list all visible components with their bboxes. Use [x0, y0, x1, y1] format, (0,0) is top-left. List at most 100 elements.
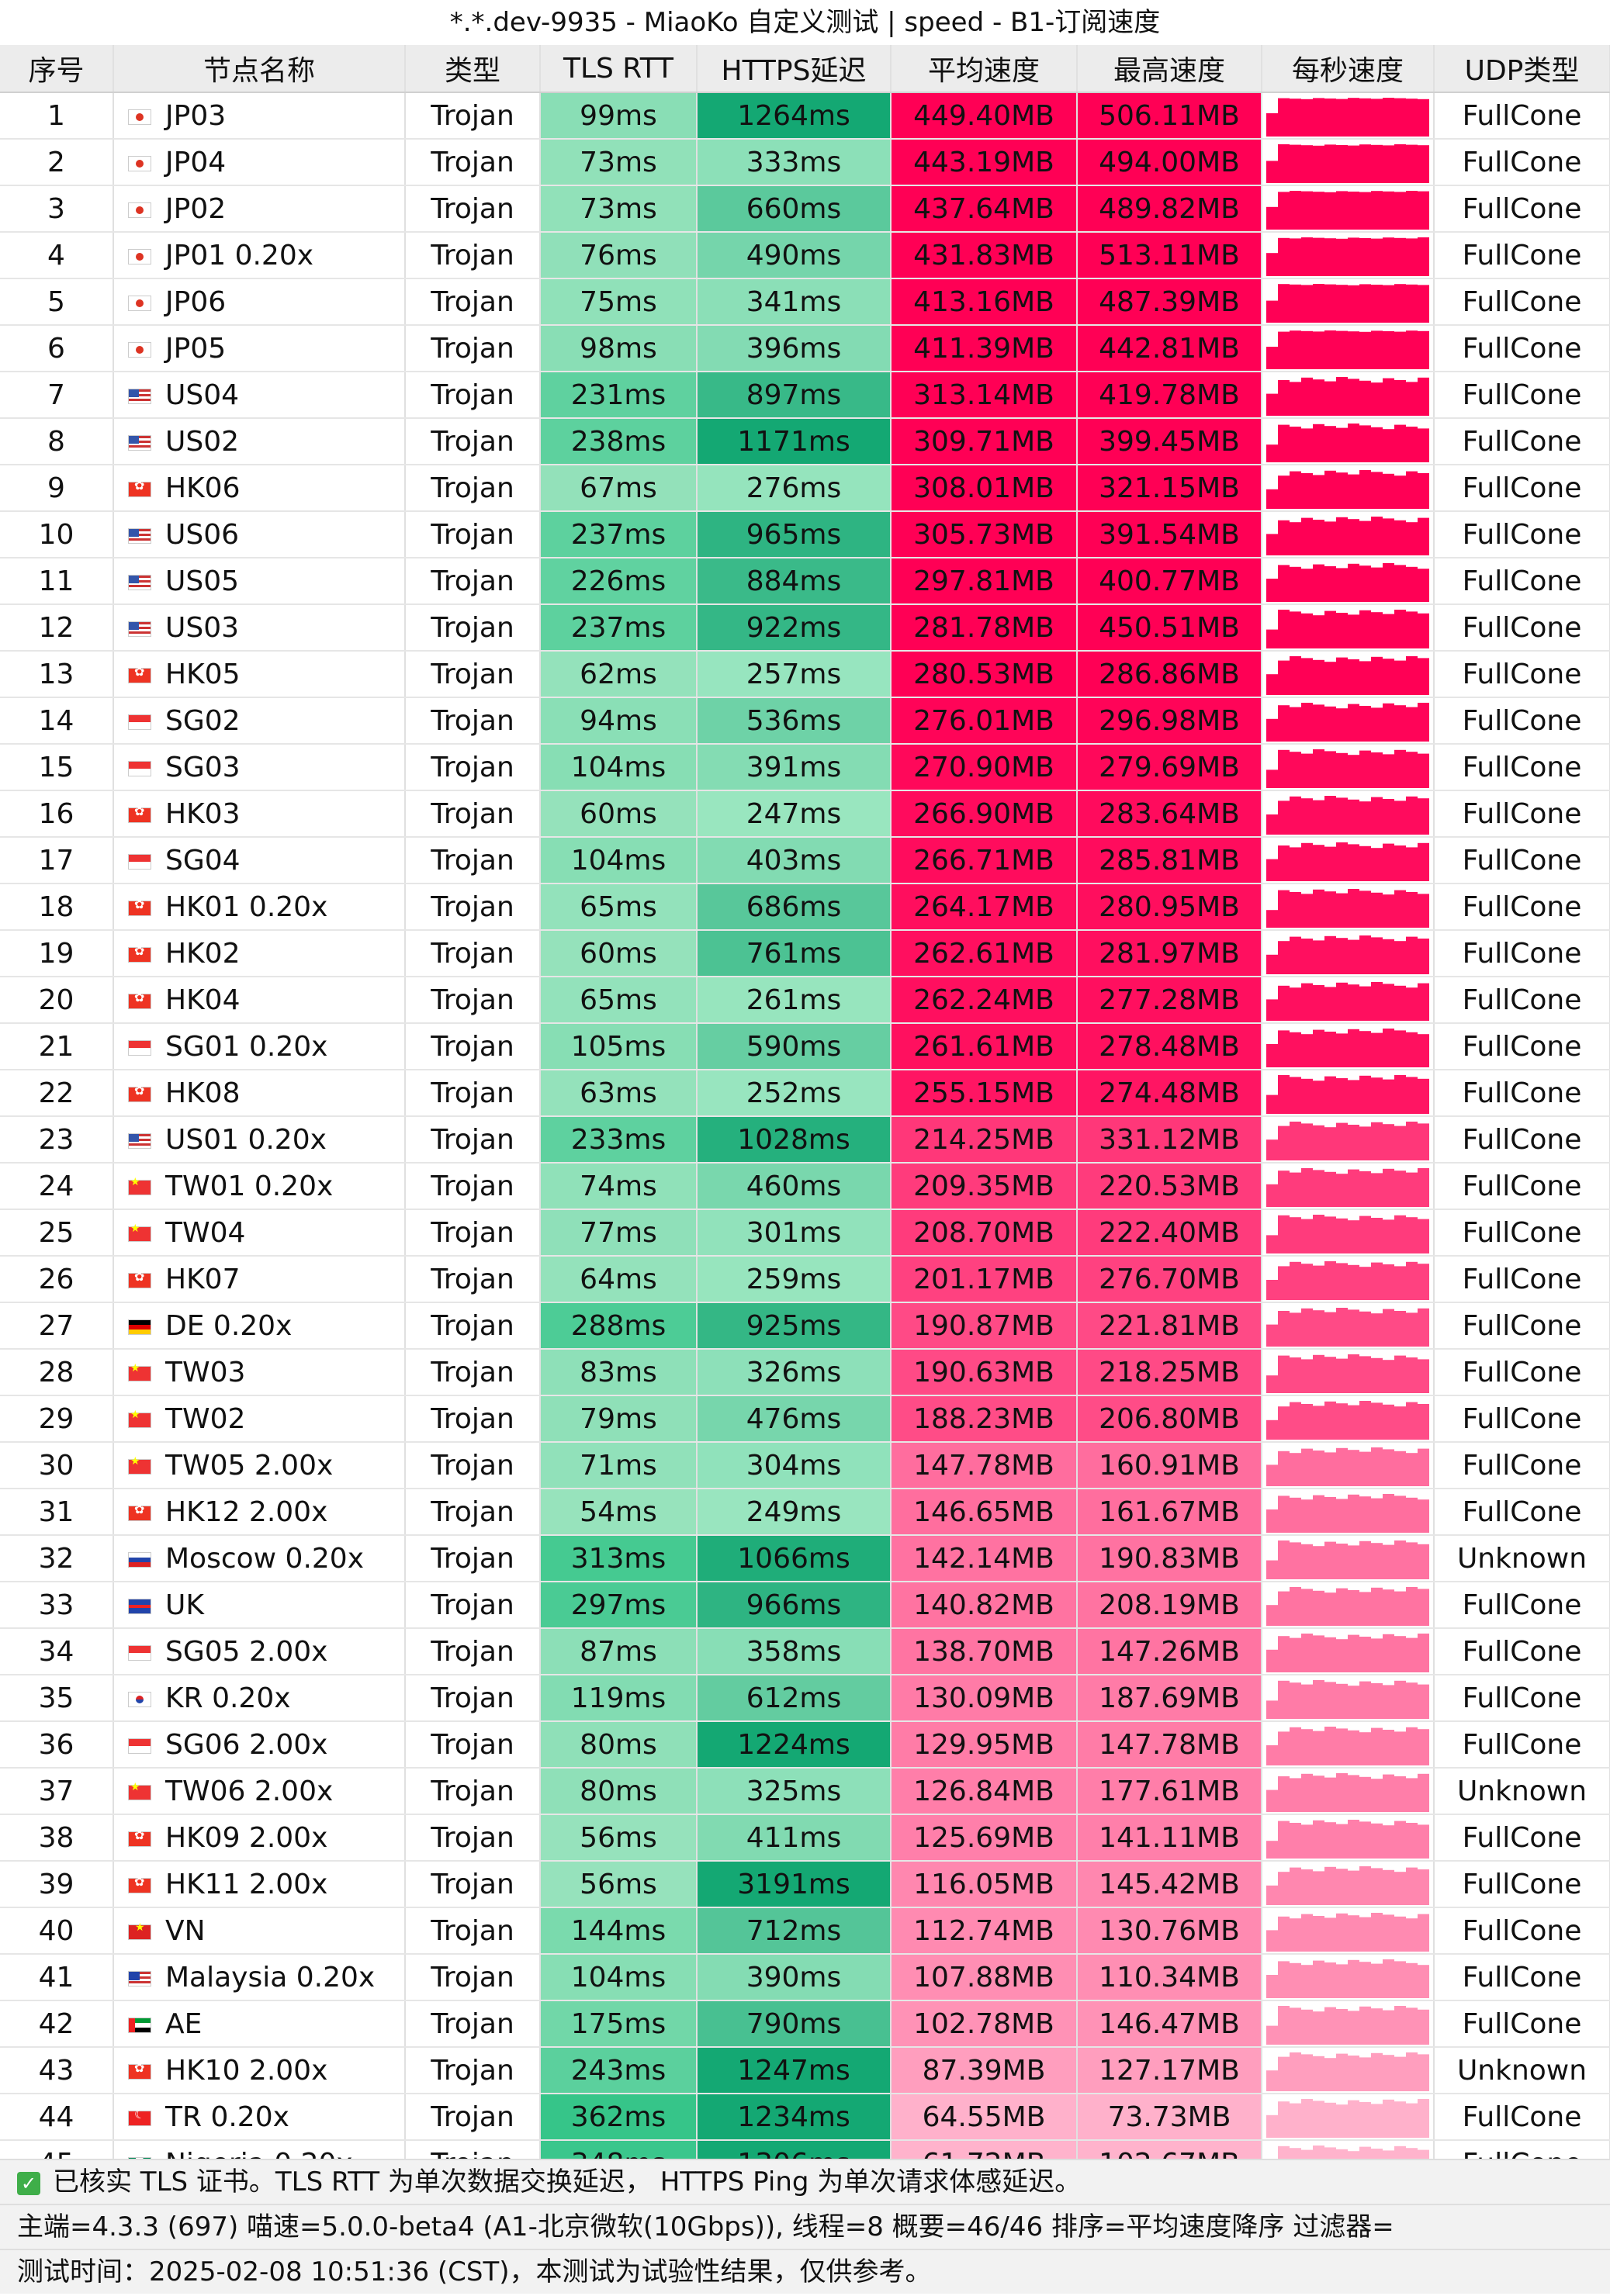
table-row[interactable]: 12 US03 Trojan 237ms 922ms 281.78MB 450.51MB Fu… [0, 604, 1610, 652]
table-row[interactable]: 15 SG03 Trojan 104ms 391ms 270.90MB 279.69MB Fu… [0, 744, 1610, 791]
speed-bar [1266, 769, 1278, 788]
header-type[interactable]: 类型 [405, 45, 541, 93]
speed-sparkline [1266, 656, 1429, 695]
table-row[interactable]: 35 KR 0.20x Trojan 119ms 612ms 130.09MB 187.69… [0, 1675, 1610, 1722]
header-node-name[interactable]: 节点名称 [113, 45, 406, 93]
speed-bar [1383, 984, 1394, 1021]
table-row[interactable]: 2 JP04 Trojan 73ms 333ms 443.19MB 494.00MB Full… [0, 139, 1610, 186]
speed-bar [1313, 379, 1324, 416]
speed-bar [1383, 1825, 1394, 1859]
tls-rtt-cell: 98ms [540, 325, 698, 372]
table-row[interactable]: 30 TW05 2.00x Trojan71ms304ms147.78MB160.9… [0, 1442, 1610, 1489]
table-row[interactable]: 37 TW06 2.00x Trojan80ms325ms126.84MB177.6… [0, 1768, 1610, 1815]
table-row[interactable]: 7 US04 Trojan 231ms 897ms 313.14MB 419.78MB Ful… [0, 372, 1610, 419]
speed-bar [1371, 1913, 1383, 1952]
speed-bar [1359, 706, 1371, 742]
table-row[interactable]: 14 SG02 Trojan 94ms 536ms 276.01MB 296.98MB Ful… [0, 697, 1610, 745]
table-row[interactable]: 34 SG05 2.00x Trojan 87ms 358ms 138.70MB 147.2… [0, 1628, 1610, 1675]
speed-bar [1290, 1357, 1301, 1393]
speed-bar [1359, 1126, 1371, 1160]
speed-bar [1394, 1451, 1406, 1486]
table-row[interactable]: 31 HK12 2.00x Trojan54ms249ms146.65MB161.6… [0, 1489, 1610, 1536]
speed-bar [1313, 2011, 1324, 2045]
node-type-cell: Trojan [405, 418, 541, 465]
header-udp-type[interactable]: UDP类型 [1434, 45, 1610, 93]
udp-type-cell: FullCone [1434, 418, 1610, 465]
header-max-speed[interactable]: 最高速度 [1077, 45, 1262, 93]
table-row[interactable]: 10 US06 Trojan 237ms 965ms 305.73MB 391.54MB Fu… [0, 511, 1610, 558]
table-row[interactable]: 11 US05 Trojan 226ms 884ms 297.81MB 400.77MB Fu… [0, 558, 1610, 605]
node-type-cell: Trojan [405, 1675, 541, 1722]
table-row[interactable]: 3 JP02 Trojan 73ms 660ms 437.64MB 489.82MB Full… [0, 185, 1610, 233]
speed-bar [1406, 796, 1418, 835]
speed-bar [1290, 1261, 1301, 1300]
tls-rtt-cell: 94ms [540, 697, 698, 745]
table-row[interactable]: 5 JP06 Trojan 75ms 341ms 413.16MB 487.39MB Full… [0, 278, 1610, 326]
table-row[interactable]: 21 SG01 0.20x Trojan 105ms 590ms 261.61MB 278.… [0, 1023, 1610, 1070]
header-https-latency[interactable]: HTTPS延迟 [697, 45, 892, 93]
header-index[interactable]: 序号 [0, 45, 114, 93]
speed-bar [1313, 237, 1324, 276]
table-row[interactable]: 36 SG06 2.00x Trojan 80ms 1224ms 129.95MB 147.… [0, 1721, 1610, 1769]
header-per-second-speed[interactable]: 每秒速度 [1262, 45, 1435, 93]
header-avg-speed[interactable]: 平均速度 [891, 45, 1078, 93]
flag-kr-icon [128, 1691, 151, 1707]
speed-bar [1290, 1122, 1301, 1160]
speed-bar [1336, 427, 1348, 462]
speed-bar [1348, 755, 1359, 788]
speed-bar [1406, 144, 1418, 183]
node-name-label: JP02 [165, 192, 227, 225]
flag-sg-icon [128, 853, 151, 870]
max-speed-cell: 400.77MB [1077, 558, 1262, 605]
speed-bar [1406, 427, 1418, 462]
speed-bar [1290, 330, 1301, 369]
table-row[interactable]: 17 SG04 Trojan 104ms 403ms 266.71MB 285.81MB Fu… [0, 837, 1610, 884]
table-row[interactable]: 41 Malaysia 0.20x Trojan 104ms 390ms 107.88MB… [0, 1954, 1610, 2001]
speed-bar [1359, 380, 1371, 416]
table-row[interactable]: 33 UK Trojan 297ms 966ms 140.82MB 208.19MB Full… [0, 1582, 1610, 1629]
speed-bar [1266, 1605, 1278, 1626]
speed-bar [1313, 800, 1324, 835]
table-row[interactable]: 43 HK10 2.00x Trojan243ms1247ms87.39MB127.… [0, 2047, 1610, 2094]
table-row[interactable]: 24 TW01 0.20x Trojan74ms460ms209.35MB220.5… [0, 1163, 1610, 1210]
header-tls-rtt[interactable]: TLS RTT [540, 45, 698, 93]
table-row[interactable]: 38 HK09 2.00x Trojan56ms411ms125.69MB141.1… [0, 1814, 1610, 1862]
tls-rtt-cell: 104ms [540, 744, 698, 791]
https-latency-cell: 460ms [697, 1163, 892, 1210]
table-row[interactable]: 6 JP05 Trojan 98ms 396ms 411.39MB 442.81MB Full… [0, 325, 1610, 372]
avg-speed-cell: 125.69MB [891, 1814, 1078, 1862]
table-row[interactable]: 23 US01 0.20x Trojan 233ms 1028ms 214.25MB 331… [0, 1116, 1610, 1164]
table-row[interactable]: 42 AE Trojan 175ms 790ms 102.78MB 146.47MB Full… [0, 2000, 1610, 2048]
https-latency-cell: 341ms [697, 278, 892, 326]
table-row[interactable]: 8 US02 Trojan 238ms 1171ms 309.71MB 399.45MB Fu… [0, 418, 1610, 465]
table-row[interactable]: 27 DE 0.20x Trojan 288ms 925ms 190.87MB 221.81… [0, 1302, 1610, 1350]
table-row[interactable]: 4 JP01 0.20x Trojan 76ms 490ms 431.83MB 513.11… [0, 232, 1610, 279]
udp-type-cell: FullCone [1434, 2000, 1610, 2048]
speed-bar [1371, 1587, 1383, 1626]
table-row[interactable]: 32 Moscow 0.20x Trojan 313ms 1066ms 142.14MB 1… [0, 1535, 1610, 1582]
speed-sparkline [1266, 1494, 1429, 1533]
row-index-cell: 6 [0, 325, 114, 372]
per-second-speed-cell [1262, 883, 1435, 931]
node-name-label: JP05 [165, 332, 227, 365]
speed-bar [1418, 1634, 1429, 1672]
node-name-label: US03 [165, 611, 240, 644]
table-row[interactable]: 18 HK01 0.20x Trojan65ms686ms264.17MB280.9… [0, 883, 1610, 931]
udp-type-cell: FullCone [1434, 1489, 1610, 1536]
speed-bar [1278, 380, 1290, 416]
max-speed-cell: 161.67MB [1077, 1489, 1262, 1536]
table-row[interactable]: 39 HK11 2.00x Trojan56ms3191ms116.05MB145.… [0, 1861, 1610, 1908]
table-row[interactable]: 1 JP03 Trojan 99ms 1264ms 449.40MB 506.11MB Ful… [0, 92, 1610, 140]
table-row[interactable]: 44 TR 0.20x Trojan362ms1234ms64.55MB73.73M… [0, 2094, 1610, 2141]
